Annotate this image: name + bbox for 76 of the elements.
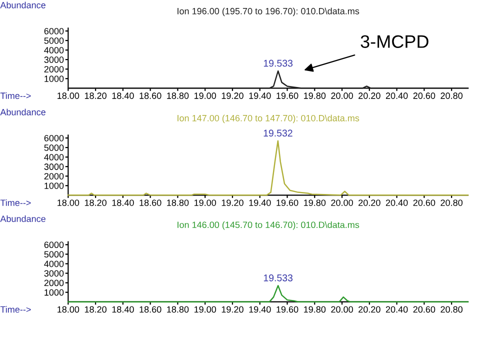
y-tick-label: 4000 bbox=[44, 154, 64, 160]
x-tick-label: 20.60 bbox=[413, 200, 436, 206]
x-tick-label: 18.40 bbox=[112, 92, 134, 99]
x-tick-label: 20.20 bbox=[358, 92, 380, 99]
x-tick-label: 19.80 bbox=[304, 200, 326, 206]
x-tick-label: 20.00 bbox=[331, 200, 353, 206]
x-tick-label: 18.40 bbox=[112, 306, 134, 313]
y-tick-label: 2000 bbox=[44, 173, 64, 180]
x-tick-label: 18.40 bbox=[112, 200, 134, 206]
y-tick-label: 6000 bbox=[44, 28, 64, 34]
y-tick-label: 1000 bbox=[44, 182, 64, 189]
annotation: 19.532 bbox=[264, 130, 292, 137]
chart-title: Ion 147.00 (146.70 to 147.70): 010.D\data.ms bbox=[178, 114, 360, 124]
x-tick-label: 19.60 bbox=[276, 306, 298, 313]
x-tick-label: 20.60 bbox=[413, 306, 436, 313]
x-tick-label: 20.80 bbox=[440, 306, 463, 313]
x-tick-label: 19.40 bbox=[249, 92, 271, 99]
x-tick-label: 19.60 bbox=[276, 92, 298, 99]
x-tick-label: 20.80 bbox=[440, 200, 463, 206]
x-tick-label: 20.00 bbox=[331, 92, 353, 99]
y-tick-label: 3000 bbox=[44, 164, 64, 170]
y-tick-label: 1000 bbox=[44, 289, 64, 296]
x-tick-label: 20.80 bbox=[440, 92, 463, 99]
y-tick-label: 3000 bbox=[44, 56, 64, 63]
x-axis-title: Time--> bbox=[0, 306, 31, 313]
x-axis-title: Time--> bbox=[0, 199, 31, 206]
x-tick-label: 18.00 bbox=[58, 92, 80, 99]
x-tick-label: 18.80 bbox=[167, 200, 189, 206]
y-tick-label: 5000 bbox=[44, 251, 64, 258]
y-tick-label: 2000 bbox=[44, 66, 64, 72]
x-tick-label: 18.20 bbox=[84, 306, 106, 313]
x-tick-label: 18.60 bbox=[140, 92, 162, 99]
x-tick-label: 18.80 bbox=[167, 92, 189, 99]
x-tick-label: 20.20 bbox=[358, 306, 380, 313]
y-tick-label: 6000 bbox=[44, 242, 64, 248]
y-axis-title: Abundance bbox=[0, 108, 46, 116]
annotation: 19.533 bbox=[264, 60, 293, 67]
x-tick-label: 18.20 bbox=[84, 200, 106, 206]
x-tick-label: 19.20 bbox=[222, 92, 244, 99]
y-tick-label: 5000 bbox=[44, 37, 64, 44]
x-tick-label: 20.00 bbox=[331, 306, 353, 313]
x-tick-label: 19.80 bbox=[304, 92, 326, 99]
x-tick-label: 18.00 bbox=[58, 306, 80, 313]
x-tick-label: 20.40 bbox=[386, 306, 408, 313]
x-tick-label: 19.80 bbox=[304, 306, 326, 313]
x-tick-label: 18.80 bbox=[167, 306, 189, 313]
x-tick-label: 18.60 bbox=[140, 200, 162, 206]
y-tick-label: 2000 bbox=[44, 280, 64, 286]
chart-title: Ion 146.00 (145.70 to 146.70): 010.D\data.ms bbox=[178, 221, 360, 230]
x-tick-label: 20.40 bbox=[386, 200, 408, 206]
x-tick-label: 19.60 bbox=[276, 200, 298, 206]
y-tick-label: 1000 bbox=[44, 76, 64, 82]
x-tick-label: 20.20 bbox=[358, 200, 380, 206]
x-tick-label: 19.40 bbox=[249, 200, 271, 206]
y-tick-label: 4000 bbox=[44, 260, 64, 268]
y-tick-label: 3000 bbox=[44, 270, 64, 277]
x-tick-label: 20.60 bbox=[413, 92, 436, 99]
x-tick-label: 19.00 bbox=[194, 92, 216, 99]
x-axis-title: Time--> bbox=[0, 92, 31, 99]
x-tick-label: 18.00 bbox=[58, 200, 80, 206]
x-tick-label: 19.40 bbox=[249, 306, 271, 313]
y-axis-title: Abundance bbox=[0, 2, 46, 8]
y-tick-label: 5000 bbox=[44, 144, 64, 151]
y-tick-label: 6000 bbox=[44, 134, 64, 142]
y-tick-label: 4000 bbox=[44, 47, 64, 54]
chart-title: Ion 196.00 (195.70 to 196.70): 010.D\data.ms bbox=[178, 8, 360, 16]
y-axis-title: Abundance bbox=[0, 215, 46, 222]
x-tick-label: 19.20 bbox=[222, 200, 244, 206]
annotation: 3-MCPD bbox=[360, 35, 428, 48]
x-tick-label: 18.60 bbox=[140, 306, 162, 313]
x-tick-label: 19.00 bbox=[194, 306, 216, 313]
x-tick-label: 18.20 bbox=[84, 92, 106, 99]
x-tick-label: 19.00 bbox=[194, 200, 216, 206]
x-tick-label: 19.20 bbox=[222, 306, 244, 313]
annotation: 19.533 bbox=[264, 274, 293, 282]
x-tick-label: 20.40 bbox=[386, 92, 408, 99]
